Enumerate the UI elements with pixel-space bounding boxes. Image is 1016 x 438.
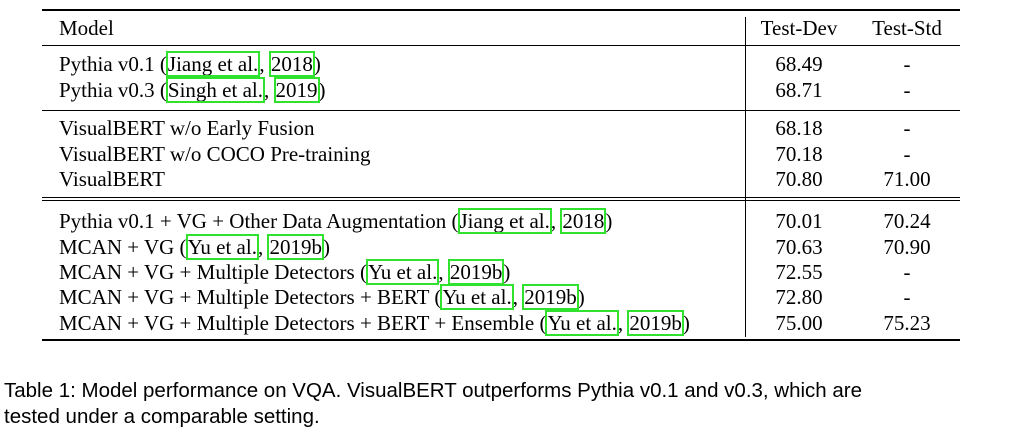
test-dev-value: 70.80 [775,167,823,191]
table-row-model: MCAN + VG + Multiple Detectors + BERT + … [59,310,690,336]
test-std-value: - [903,116,911,140]
caption-line-1: Table 1: Model performance on VQA. Visua… [4,379,863,402]
table-row-model: Pythia v0.3 (Singh et al., 2019) [59,77,326,103]
test-std-value: 70.90 [883,235,931,259]
test-dev-value: 68.18 [775,116,823,140]
citation-separator: , [512,285,524,309]
table-row-model: MCAN + VG + Multiple Detectors + BERT (Y… [59,284,585,310]
table-row-model: VisualBERT w/o COCO Pre-training [59,142,371,166]
citation-author-link[interactable]: Yu et al. [365,259,440,285]
citation-author-link[interactable]: Singh et al. [165,77,266,103]
test-dev-value: 75.00 [775,311,823,335]
model-name: VisualBERT w/o Early Fusion [59,116,315,140]
model-name: MCAN + VG + Multiple Detectors + BERT + … [59,311,547,335]
table-row-model: VisualBERT w/o Early Fusion [59,116,315,140]
citation-close: ) [682,311,690,335]
citation-close: ) [318,78,326,102]
table-row-model: MCAN + VG + Multiple Detectors (Yu et al… [59,259,511,285]
group2-rule-a [42,197,960,198]
citation-year-link[interactable]: 2019b [522,284,579,310]
citation-author-link[interactable]: Jiang et al. [457,208,552,234]
table-row-model: MCAN + VG (Yu et al., 2019b) [59,234,330,260]
header-test-dev: Test-Dev [760,16,838,40]
header-model: Model [59,16,114,40]
citation-separator: , [438,260,449,284]
caption-line-2: tested under a comparable setting. [4,405,320,428]
citation-close: ) [577,285,585,309]
test-dev-value: 70.01 [775,209,823,233]
test-dev-value: 70.63 [775,235,823,259]
citation-author-link[interactable]: Yu et al. [185,234,259,260]
column-divider [745,17,746,337]
citation-year-link[interactable]: 2018 [268,51,315,77]
test-std-value: 70.24 [883,209,931,233]
citation-year-link[interactable]: 2018 [560,208,607,234]
test-std-value: - [903,142,911,166]
citation-separator: , [264,78,275,102]
model-name: MCAN + VG + Multiple Detectors ( [59,260,367,284]
bottom-rule [42,339,960,341]
citation-author-link[interactable]: Yu et al. [440,284,514,310]
model-name: VisualBERT w/o COCO Pre-training [59,142,371,166]
model-name: MCAN + VG ( [59,235,187,259]
citation-separator: , [617,311,629,335]
header-test-std: Test-Std [872,16,942,40]
top-rule [42,9,960,11]
citation-year-link[interactable]: 2019 [273,77,320,103]
test-std-value: 75.23 [883,311,931,335]
test-dev-value: 68.71 [775,78,823,102]
test-dev-value: 72.80 [775,285,823,309]
model-name: VisualBERT [59,167,165,191]
citation-year-link[interactable]: 2019b [267,234,324,260]
citation-close: ) [605,209,613,233]
test-dev-value: 68.49 [775,52,823,76]
test-std-value: - [903,78,911,102]
test-std-value: - [903,285,911,309]
citation-year-link[interactable]: 2019b [627,310,684,336]
model-name: Pythia v0.1 + VG + Other Data Augmentati… [59,209,459,233]
table-caption: Table 1: Model performance on VQA. Visua… [4,378,1009,430]
citation-year-link[interactable]: 2019b [447,259,505,285]
citation-close: ) [503,260,511,284]
table-row-model: VisualBERT [59,167,165,191]
test-std-value: - [903,52,911,76]
citation-separator: , [259,52,270,76]
citation-separator: , [550,209,562,233]
test-dev-value: 72.55 [775,260,823,284]
table-row-model: Pythia v0.1 (Jiang et al., 2018) [59,51,321,77]
citation-close: ) [313,52,321,76]
test-std-value: 71.00 [883,167,931,191]
test-dev-value: 70.18 [775,142,823,166]
group1-rule [42,110,960,111]
citation-author-link[interactable]: Yu et al. [545,310,619,336]
model-name: Pythia v0.1 ( [59,52,167,76]
model-name: MCAN + VG + Multiple Detectors + BERT ( [59,285,442,309]
citation-author-link[interactable]: Jiang et al. [165,51,261,77]
table-row-model: Pythia v0.1 + VG + Other Data Augmentati… [59,208,613,234]
test-std-value: - [903,260,911,284]
citation-close: ) [322,235,330,259]
citation-separator: , [257,235,269,259]
group2-rule-b [42,200,960,201]
model-name: Pythia v0.3 ( [59,78,167,102]
header-rule [42,45,960,46]
